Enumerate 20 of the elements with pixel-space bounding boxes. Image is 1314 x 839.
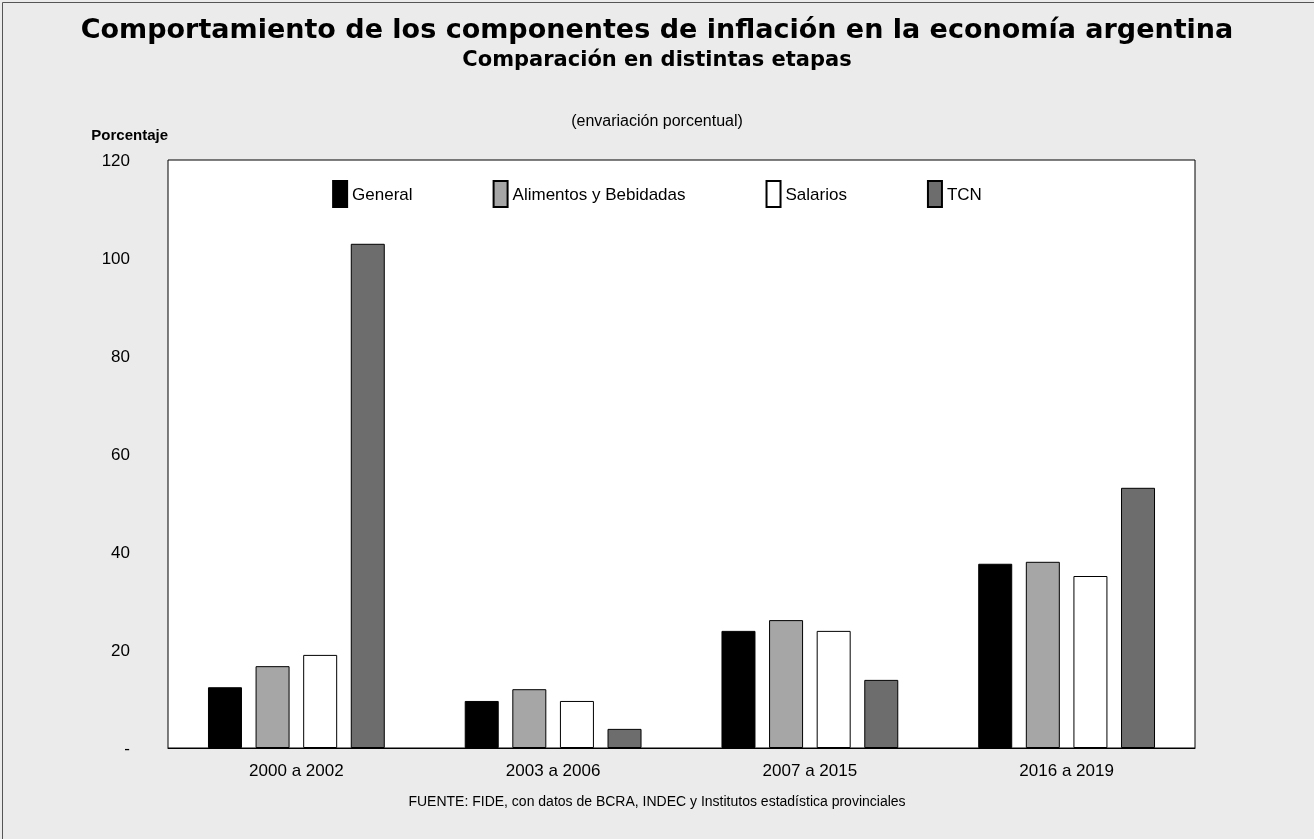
chart-subtitle: Comparación en distintas etapas <box>462 46 852 71</box>
legend-label: TCN <box>946 184 982 204</box>
legend-label: General <box>352 184 413 204</box>
y-tick-label: 60 <box>111 444 130 464</box>
x-tick-label: 2000 a 2002 <box>249 761 344 780</box>
y-axis-title: Porcentaje <box>91 126 168 143</box>
x-tick-label: 2007 a 2015 <box>762 761 858 780</box>
y-tick-label: - <box>124 738 130 758</box>
x-tick-label: 2003 a 2006 <box>505 761 601 780</box>
x-tick-label: 2016 a 2019 <box>1019 761 1114 780</box>
legend-label: Salarios <box>785 184 847 204</box>
text: (envariación porcentual) <box>571 111 743 129</box>
y-tick-label: 100 <box>101 248 130 268</box>
source-note: FUENTE: FIDE, con datos de BCRA, INDEC y Institutos estadística provinciales <box>408 793 906 809</box>
legend-label: Alimentos y Bebidadas <box>512 184 686 204</box>
y-tick-label: 20 <box>111 640 130 660</box>
chart-title: Comportamiento de los componentes de inflación en la economía argentina <box>80 13 1234 44</box>
y-tick-label: 120 <box>101 150 130 170</box>
y-tick-label: 80 <box>111 346 130 366</box>
y-tick-label: 40 <box>111 542 130 562</box>
